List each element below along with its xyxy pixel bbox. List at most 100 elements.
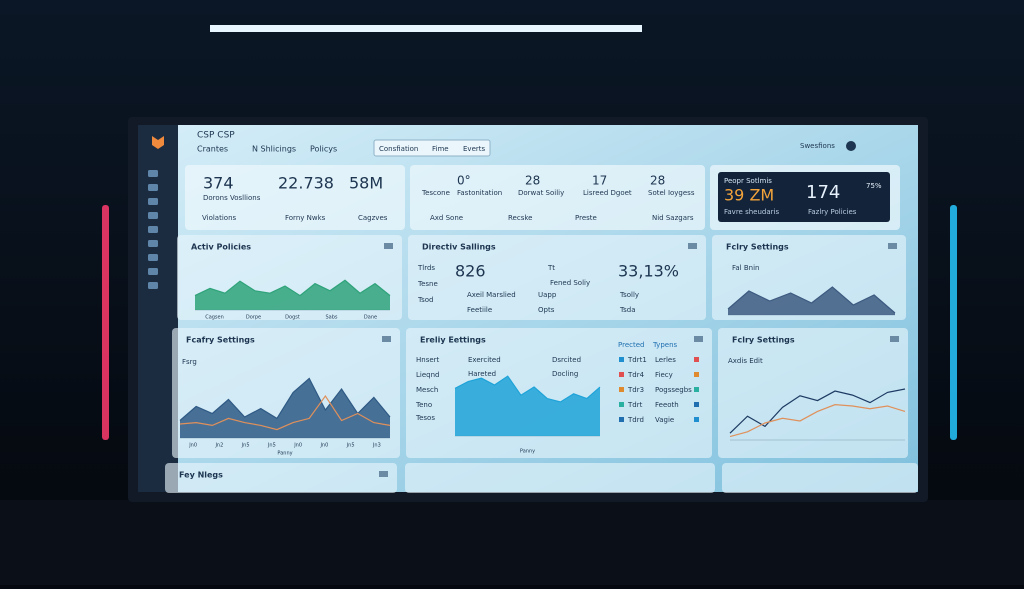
list-item: Tdrt <box>627 401 643 409</box>
item: Fened Soliy <box>550 279 590 287</box>
list-flag <box>694 417 699 422</box>
stat: 0° <box>457 174 471 188</box>
caption: Fazlry Policies <box>808 208 857 216</box>
card <box>185 165 405 230</box>
panel <box>172 328 400 458</box>
area <box>180 378 390 438</box>
button[interactable]: Violations <box>202 214 237 222</box>
panel-title: Fcafry Settings <box>186 336 255 345</box>
caption: Fastonitation <box>457 189 502 197</box>
x-tick-label: Jn5 <box>241 443 250 449</box>
list-item: Tdr4 <box>627 371 645 379</box>
nav-icon <box>148 170 158 177</box>
stat: 28 <box>525 174 540 188</box>
stat: 33,13% <box>618 262 679 281</box>
chart: Panny <box>454 375 601 455</box>
neon-right <box>950 205 957 440</box>
row-label: Tlrds <box>417 264 435 272</box>
nav-icon <box>148 282 158 289</box>
x-tick-label: Dane <box>364 315 377 321</box>
x-tick-label: Jn0 <box>319 443 328 449</box>
tab[interactable]: Consfiation <box>379 145 418 153</box>
ceiling-light <box>210 25 642 32</box>
nav[interactable]: Crantes <box>197 145 228 154</box>
caption: Lisreed Dgoet <box>583 189 632 197</box>
caption: Dorons Vosllions <box>203 194 261 202</box>
chart: Cagsen Dorpe Dogst Sabs Dane <box>194 279 391 321</box>
x-tick-label: Jn5 <box>267 443 276 449</box>
caption: Tescone <box>421 189 450 197</box>
user[interactable]: Swesfions <box>800 142 835 150</box>
item: Tt <box>547 264 555 272</box>
tab[interactable]: Everts <box>463 145 485 153</box>
line <box>179 394 391 431</box>
heading: Peopr Sotlmis <box>724 177 772 185</box>
panel <box>165 463 397 493</box>
row-label: Tsod <box>417 296 434 304</box>
list-dot <box>619 372 624 377</box>
list-item: Tdrt1 <box>627 356 647 364</box>
panel-menu <box>382 336 391 342</box>
x-tick-label: Jn5 <box>346 443 355 449</box>
item: Axeil Marslied <box>467 291 516 299</box>
panel-title: Fclry Settings <box>732 336 795 345</box>
stat: 28 <box>650 174 665 188</box>
line <box>454 375 601 403</box>
chart <box>729 388 906 441</box>
legend: Dsrcited <box>552 356 581 364</box>
tab-group <box>373 139 491 157</box>
button[interactable]: Cagzves <box>358 214 388 222</box>
row-label: Tesne <box>417 280 438 288</box>
row-label: Hnsert <box>416 356 440 364</box>
list-item: Fiecy <box>655 371 673 379</box>
area <box>728 287 895 315</box>
x-tick-label: Dogst <box>285 315 300 321</box>
logo <box>152 136 164 149</box>
button[interactable]: Nid Sazgars <box>652 214 694 222</box>
panel-menu <box>379 471 388 477</box>
panel-title: Activ Policies <box>191 243 251 252</box>
panel-title: Fey Nlegs <box>179 471 223 480</box>
stat: 22.738 <box>278 174 334 193</box>
panel-title: Fclry Settings <box>726 243 789 252</box>
list-flag <box>694 387 699 392</box>
x-tick-label: Sabs <box>325 315 337 321</box>
panel-title: Directiv Sallings <box>422 243 496 252</box>
button[interactable]: Forny Nwks <box>285 214 326 222</box>
x-tick-label: Jn0 <box>188 443 197 449</box>
row-label: Lieqnd <box>416 371 439 379</box>
neon-left <box>102 205 109 440</box>
x-axis-title: Panny <box>277 451 292 457</box>
list-item: Pogssegbs <box>655 386 692 394</box>
button[interactable]: Axd Sone <box>430 214 463 222</box>
item: Uapp <box>538 291 557 299</box>
button[interactable]: Preste <box>575 214 597 222</box>
row-label: Teno <box>415 401 432 409</box>
nav[interactable]: N Shlicings <box>252 145 296 154</box>
legend: Exercited <box>468 356 501 364</box>
desk <box>0 500 1024 585</box>
item: Opts <box>538 306 555 314</box>
chart: Jn0 Jn2 Jn5 Jn5 Jn0 Jn0 Jn5 Jn3 Panny <box>179 377 391 457</box>
list-head: Typens <box>652 341 678 349</box>
line <box>194 279 391 297</box>
panel <box>405 463 715 493</box>
item: Feetiile <box>467 306 492 314</box>
row-label: Tesos <box>415 414 435 422</box>
lists: Tdrt1 Lerles Tdr4 Fiecy Tdr3 Pogssegbs Tdrt Fee… <box>619 356 699 424</box>
stat: 58M <box>349 174 383 193</box>
nav-icon <box>148 212 158 219</box>
nav[interactable]: Policys <box>310 145 337 154</box>
panel-menu <box>890 336 899 342</box>
avatar[interactable] <box>846 141 856 151</box>
list-head: Prected <box>618 341 644 349</box>
tab[interactable]: Fime <box>432 145 449 153</box>
nav-icon <box>148 268 158 275</box>
list-item: Vagie <box>655 416 674 424</box>
stat: 826 <box>455 262 486 281</box>
button[interactable]: Recske <box>508 214 532 222</box>
x-tick-label: Cagsen <box>205 315 224 321</box>
line <box>727 286 896 314</box>
app-name: CSP CSP <box>197 131 235 141</box>
